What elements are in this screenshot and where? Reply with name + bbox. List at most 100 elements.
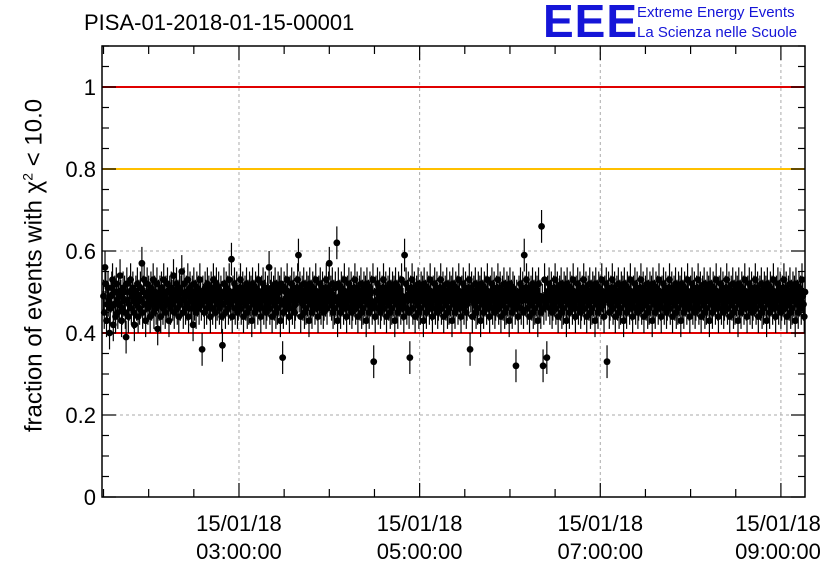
data-point — [406, 341, 414, 374]
marker — [165, 317, 173, 325]
marker — [626, 276, 634, 284]
marker — [534, 317, 542, 325]
marker — [265, 264, 273, 271]
marker — [323, 305, 331, 312]
marker — [505, 317, 513, 325]
marker — [401, 251, 408, 259]
marker — [477, 317, 484, 325]
data-points — [100, 210, 809, 383]
data-point — [543, 341, 551, 374]
marker — [370, 358, 378, 366]
marker — [512, 362, 520, 370]
marker — [189, 321, 197, 329]
marker — [538, 223, 545, 230]
data-point — [401, 238, 408, 272]
marker — [655, 276, 663, 284]
x-tick-label-time: 09:00:00 — [735, 539, 821, 564]
data-point — [225, 263, 233, 297]
marker — [520, 251, 528, 259]
data-point — [603, 345, 611, 379]
data-point — [219, 328, 226, 362]
eee-logo: EEE Extreme Energy Events La Scienza nel… — [543, 0, 833, 47]
marker — [684, 276, 691, 284]
x-tick-label-date: 15/01/18 — [735, 511, 821, 536]
data-point — [370, 345, 378, 379]
data-point — [512, 349, 520, 383]
x-tick-label-date: 15/01/18 — [377, 511, 463, 536]
data-point — [279, 341, 287, 374]
marker — [101, 264, 109, 271]
marker — [334, 317, 341, 325]
marker — [800, 313, 808, 320]
marker — [798, 276, 806, 284]
data-point — [800, 300, 808, 333]
marker — [333, 239, 341, 247]
marker — [466, 346, 474, 353]
marker — [591, 317, 599, 325]
marker — [124, 313, 132, 320]
marker — [712, 276, 720, 284]
marker — [398, 276, 405, 284]
marker — [170, 272, 177, 279]
marker — [769, 276, 777, 284]
marker — [295, 251, 302, 259]
y-tick-label: 0.6 — [65, 239, 96, 264]
marker — [369, 276, 377, 284]
marker — [448, 317, 456, 325]
marker — [734, 317, 742, 325]
marker — [118, 317, 125, 325]
marker — [362, 317, 370, 325]
data-point — [538, 210, 545, 243]
marker — [305, 317, 313, 325]
marker — [154, 325, 162, 333]
marker — [198, 346, 206, 353]
marker — [325, 259, 333, 267]
x-tick-label-date: 15/01/18 — [557, 511, 643, 536]
marker — [800, 300, 807, 308]
marker — [283, 276, 291, 284]
marker — [563, 317, 570, 325]
reference-lines — [102, 86, 805, 334]
data-point — [520, 238, 528, 272]
marker — [706, 317, 713, 325]
marker — [620, 317, 628, 325]
x-tick-label-time: 03:00:00 — [196, 539, 282, 564]
marker — [122, 333, 130, 341]
y-tick-label: 0.2 — [65, 403, 96, 428]
y-tick-label: 1 — [84, 75, 96, 100]
data-point — [325, 246, 333, 280]
data-point — [198, 333, 206, 366]
marker — [219, 341, 226, 349]
chart-title: PISA-01-2018-01-15-00001 — [84, 10, 355, 35]
data-point — [130, 308, 138, 342]
y-tick-label: 0.8 — [65, 157, 96, 182]
marker — [426, 276, 434, 284]
marker — [248, 317, 256, 325]
data-point — [101, 251, 109, 284]
marker — [543, 354, 551, 361]
logo-text-line-1: Extreme Energy Events — [637, 4, 795, 21]
eee-logo-mark: EEE — [543, 0, 639, 47]
marker — [763, 317, 771, 325]
marker — [255, 276, 262, 284]
marker — [103, 317, 110, 325]
marker — [483, 276, 491, 284]
data-point — [466, 333, 474, 366]
y-tick-label: 0.4 — [65, 321, 96, 346]
marker — [391, 317, 399, 325]
data-point — [265, 251, 273, 284]
tick-labels: 0 0.2 0.4 0.6 0.8 1 15/01/18 03:00:00 15/01/18 05… — [65, 75, 820, 564]
x-tick-label-time: 07:00:00 — [557, 539, 643, 564]
marker — [406, 354, 414, 361]
marker — [279, 354, 287, 361]
marker — [276, 317, 284, 325]
data-point — [122, 320, 130, 354]
x-tick-label-time: 05:00:00 — [377, 539, 463, 564]
logo-text-line-2: La Scienza nelle Scuole — [637, 24, 798, 41]
marker — [455, 276, 463, 284]
y-tick-label: 0 — [84, 485, 96, 510]
marker — [225, 276, 233, 284]
data-point — [333, 226, 341, 260]
data-point — [539, 349, 547, 383]
